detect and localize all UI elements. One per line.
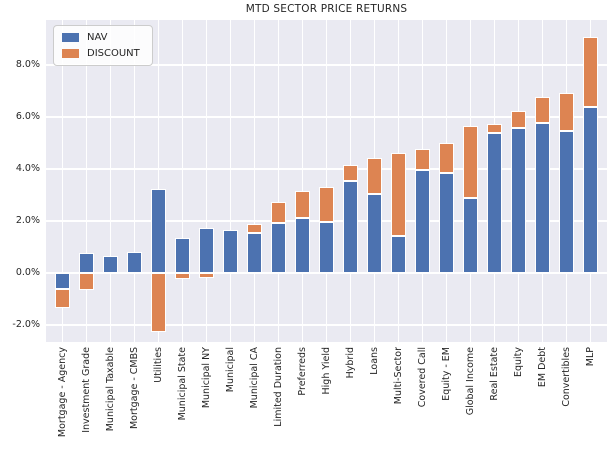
gridline-vertical (253, 20, 256, 342)
x-tick-label: Municipal (224, 347, 236, 393)
bar-segment (367, 194, 382, 274)
bar-segment (295, 190, 310, 219)
gridline-vertical (133, 20, 136, 342)
x-tick-label: Limited Duration (272, 347, 284, 427)
legend-swatch-nav (62, 33, 79, 42)
x-tick-label: Multi-Sector (392, 347, 404, 405)
x-tick-label: Mortgage - CMBS (128, 347, 140, 430)
bar-segment (415, 170, 430, 274)
bar-segment (199, 228, 214, 274)
bar-segment (583, 36, 598, 107)
gridline-vertical (85, 20, 88, 342)
x-tick-label: MLP (584, 347, 596, 367)
bar-segment (535, 97, 550, 124)
y-tick-label: -2.0% (12, 319, 40, 331)
bar-segment (199, 273, 214, 279)
plot-area: NAV DISCOUNT (46, 20, 607, 342)
bar-segment (559, 130, 574, 274)
gridline-vertical (205, 20, 208, 342)
x-tick-label: EM Debt (536, 347, 548, 388)
bar-segment (55, 288, 70, 309)
bar-segment (175, 238, 190, 274)
gridline-vertical (181, 20, 184, 342)
x-tick-label: Real Estate (488, 347, 500, 401)
x-tick-label: Hybrid (344, 347, 356, 379)
bar-segment (343, 165, 358, 181)
bar-segment (223, 230, 238, 274)
legend-swatch-discount (62, 49, 79, 58)
x-tick-label: Municipal Taxable (104, 347, 116, 432)
x-tick-label: Municipal State (176, 347, 188, 421)
x-tick-label: Covered Call (416, 347, 428, 408)
x-tick-label: Global Income (464, 347, 476, 416)
gridline-vertical (277, 20, 280, 342)
bar-segment (55, 273, 70, 289)
gridline-vertical (301, 20, 304, 342)
gridline-vertical (109, 20, 112, 342)
y-tick-label: 6.0% (15, 111, 40, 123)
bar-segment (247, 224, 262, 234)
bar-segment (439, 143, 454, 173)
x-tick-label: Municipal NY (200, 347, 212, 409)
bar-segment (271, 223, 286, 274)
y-tick-label: 4.0% (15, 163, 40, 175)
bar-segment (103, 256, 118, 274)
gridline-vertical (157, 20, 160, 342)
bar-segment (535, 123, 550, 274)
bar-segment (415, 149, 430, 171)
gridline-vertical (325, 20, 328, 342)
chart-title: MTD SECTOR PRICE RETURNS (245, 3, 408, 15)
bar-segment (583, 106, 598, 274)
bar-segment (463, 198, 478, 274)
x-tick-label: Equity (512, 347, 524, 378)
bar-segment (439, 172, 454, 274)
legend-label-discount: DISCOUNT (87, 48, 140, 59)
y-tick-label: 0.0% (15, 267, 40, 279)
bar-segment (151, 189, 166, 274)
gridline-vertical (229, 20, 232, 342)
legend-item-discount: DISCOUNT (62, 48, 140, 59)
bar-segment (151, 273, 166, 332)
bar-segment (487, 132, 502, 274)
x-tick-label: Preferreds (296, 347, 308, 396)
bar-segment (319, 221, 334, 274)
x-tick-label: Loans (368, 347, 380, 375)
x-tick-label: Mortgage - Agency (56, 347, 68, 438)
bar-segment (343, 180, 358, 274)
bar-segment (175, 273, 190, 279)
bar-segment (271, 201, 286, 224)
bar-segment (391, 236, 406, 274)
bar-segment (487, 124, 502, 133)
y-tick-label: 2.0% (15, 215, 40, 227)
bar-segment (511, 127, 526, 274)
bar-segment (319, 186, 334, 222)
bar-segment (79, 273, 94, 290)
bar-segment (367, 158, 382, 195)
y-tick-label: 8.0% (15, 58, 40, 70)
bar-segment (127, 252, 142, 274)
x-tick-label: High Yield (320, 347, 332, 395)
bar-segment (511, 110, 526, 128)
bar-segment (247, 233, 262, 274)
x-tick-label: Utilities (152, 347, 164, 383)
bar-segment (391, 152, 406, 237)
legend-label-nav: NAV (87, 32, 108, 43)
legend-item-nav: NAV (62, 32, 140, 43)
bar-segment (295, 218, 310, 274)
x-tick-label: Municipal CA (248, 347, 260, 409)
x-tick-label: Equity - EM (440, 347, 452, 401)
legend: NAV DISCOUNT (53, 25, 153, 66)
x-tick-label: Investment Grade (80, 347, 92, 433)
x-tick-label: Convertibles (560, 347, 572, 407)
bar-segment (79, 253, 94, 274)
bar-segment (559, 92, 574, 131)
bar-segment (463, 126, 478, 199)
gridline-vertical (61, 20, 64, 342)
